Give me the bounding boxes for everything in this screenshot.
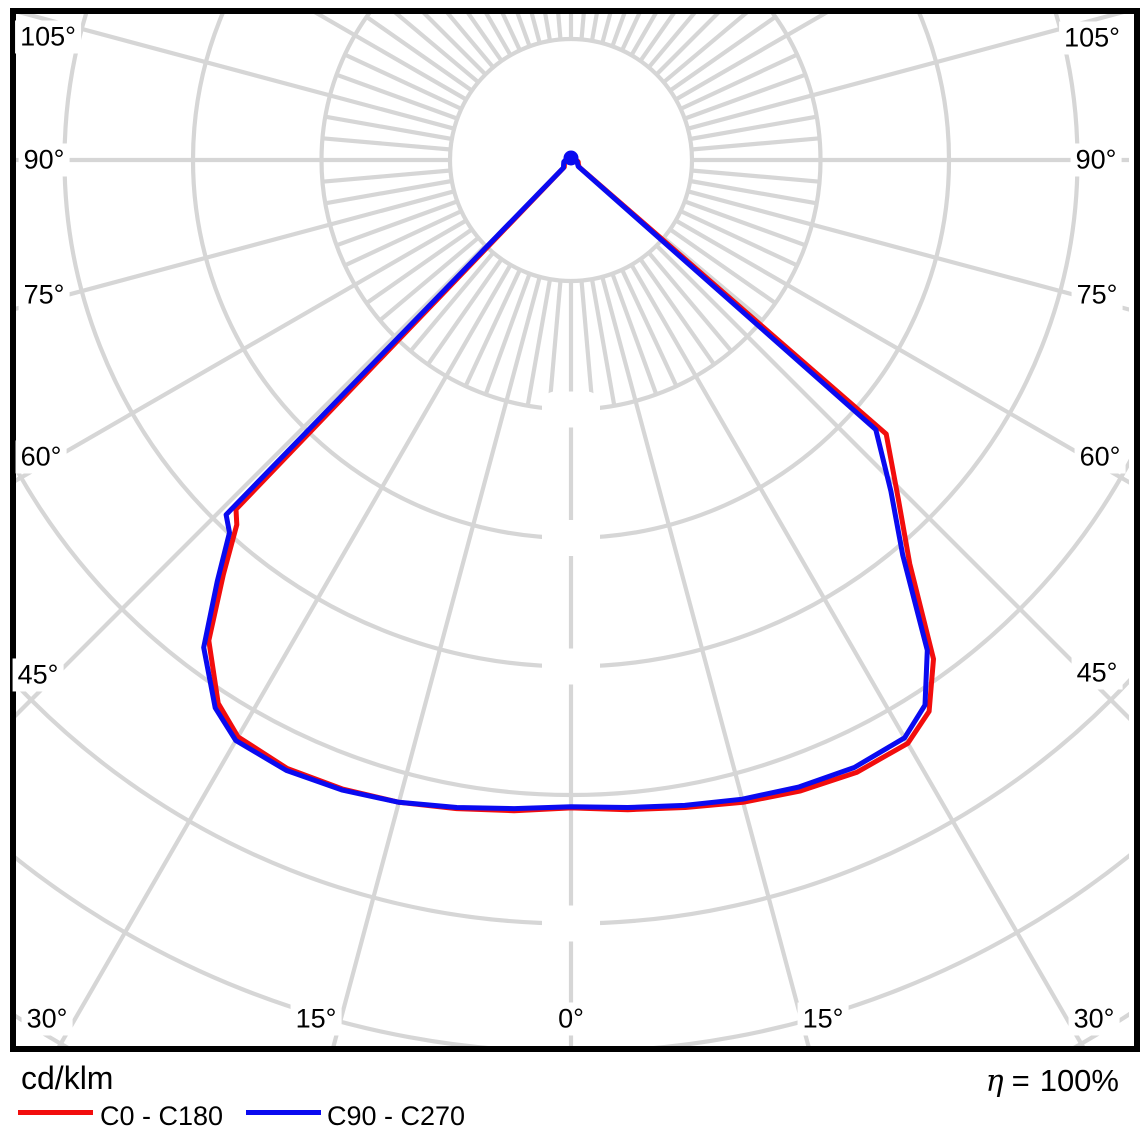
grid-minor-spoke: [322, 136, 451, 152]
grid-minor-spoke: [589, 14, 599, 42]
grid-minor-spoke: [445, 14, 495, 69]
grid-major-spoke: [331, 276, 542, 1047]
angle-label-right-2: 75°: [1071, 278, 1123, 312]
grid-minor-spoke: [466, 14, 504, 63]
grid-minor-spoke: [689, 178, 818, 206]
angle-label-bottom-0: 30°: [21, 1002, 73, 1036]
angle-label-left-3: 60°: [15, 440, 67, 474]
grid-minor-spoke: [668, 227, 777, 305]
grid-minor-spoke: [683, 199, 807, 248]
grid-minor-spoke: [683, 72, 807, 121]
ring-label-boxes: [542, 391, 600, 942]
grid-minor-spoke: [638, 257, 716, 366]
grid-major-spoke: [687, 14, 1125, 131]
grid-minor-spoke: [579, 14, 586, 40]
grid-major-spoke: [16, 244, 487, 718]
grid-minor-spoke: [344, 52, 463, 111]
legend-swatch-c90-c270: [246, 1110, 321, 1115]
units-label: cd/klm: [21, 1060, 114, 1096]
grid-minor-spoke: [335, 72, 459, 121]
grid-minor-spoke: [691, 168, 820, 184]
grid-minor-spoke: [378, 236, 480, 323]
ring-label-box: [542, 905, 600, 942]
angle-label-left-2: 75°: [18, 278, 70, 312]
grid-major-spoke: [655, 244, 1129, 721]
eta-symbol: η: [985, 1064, 1004, 1099]
angle-label-bottom-1: 15°: [290, 1002, 342, 1036]
grid-minor-spoke: [324, 114, 453, 142]
grid-major-spoke: [674, 218, 1129, 485]
angle-label-bottom-4: 30°: [1068, 1002, 1120, 1036]
grid-minor-spoke: [525, 278, 553, 407]
angle-label-bottom-3: 15°: [797, 1002, 849, 1036]
grid-minor-spoke: [647, 14, 697, 69]
legend-label-c90-c270: C90 - C270: [327, 1101, 466, 1131]
grid-minor-spoke: [620, 268, 679, 387]
grid-minor-spoke: [589, 278, 617, 407]
efficiency-equals: =: [1011, 1063, 1030, 1098]
grid-major-spoke: [687, 189, 1129, 312]
angle-label-right-3: 60°: [1074, 440, 1126, 474]
grid-minor-spoke: [689, 114, 818, 142]
ring-label-box: [542, 520, 600, 556]
grid-minor-spoke: [365, 15, 474, 93]
grid-minor-spoke: [668, 15, 777, 93]
curve-c90-c270: [201, 157, 930, 812]
grid-minor-spoke: [662, 14, 749, 84]
ring-label-box: [542, 391, 600, 428]
grid-minor-spoke: [365, 227, 474, 305]
grid-minor-spoke: [393, 14, 480, 84]
grid-minor-spoke: [610, 272, 659, 396]
grid-major-spoke: [529, 14, 542, 44]
angle-label-left-0: 105°: [15, 20, 81, 54]
angle-label-right-4: 45°: [1071, 656, 1123, 690]
grid-major-spoke: [17, 14, 455, 131]
grid-minor-spoke: [344, 209, 463, 268]
grid-minor-spoke: [500, 14, 522, 52]
efficiency-value: 100%: [1039, 1063, 1119, 1098]
grid-minor-spoke: [556, 14, 563, 40]
grid-minor-spoke: [335, 199, 459, 248]
grid-minor-spoke: [691, 136, 820, 152]
grid-minor-spoke: [483, 272, 532, 396]
grid-minor-spoke: [322, 168, 451, 184]
grid-major-spoke: [600, 14, 613, 44]
efficiency-label: η = 100%: [986, 1063, 1119, 1099]
grid-minor-spoke: [426, 257, 504, 366]
legend-swatch-c0-c180: [18, 1110, 93, 1115]
grid-minor-spoke: [610, 14, 627, 48]
grid-minor-spoke: [620, 14, 642, 52]
grid-minor-spoke: [324, 178, 453, 206]
angle-label-left-4: 45°: [12, 658, 64, 692]
grid-minor-spoke: [679, 209, 798, 268]
grid-major-spoke: [600, 276, 811, 1047]
plot-frame: [10, 8, 1140, 1052]
grid-minor-spoke: [638, 14, 676, 63]
grid-minor-spoke: [515, 14, 532, 48]
grid-minor-spoke: [579, 280, 595, 409]
grid-minor-spoke: [463, 268, 522, 387]
angle-label-right-1: 90°: [1070, 143, 1122, 177]
grid-minor-spoke: [679, 52, 798, 111]
grid-minor-spoke: [547, 280, 563, 409]
legend-label-c0-c180: C0 - C180: [100, 1101, 224, 1131]
grid-major-spoke: [56, 263, 513, 1047]
ring-label-box: [542, 648, 600, 685]
grid-major-spoke: [16, 189, 455, 311]
grid-major-spoke: [629, 263, 1086, 1047]
angle-label-bottom-2: 0°: [553, 1002, 589, 1036]
angle-label-left-1: 90°: [18, 143, 70, 177]
grid-minor-spoke: [408, 251, 495, 353]
grid-major-spoke: [16, 218, 468, 483]
angle-label-right-0: 105°: [1059, 21, 1125, 55]
center-dot: [563, 150, 579, 166]
grid-minor-spoke: [543, 14, 553, 42]
grid-minor-spoke: [647, 251, 734, 353]
